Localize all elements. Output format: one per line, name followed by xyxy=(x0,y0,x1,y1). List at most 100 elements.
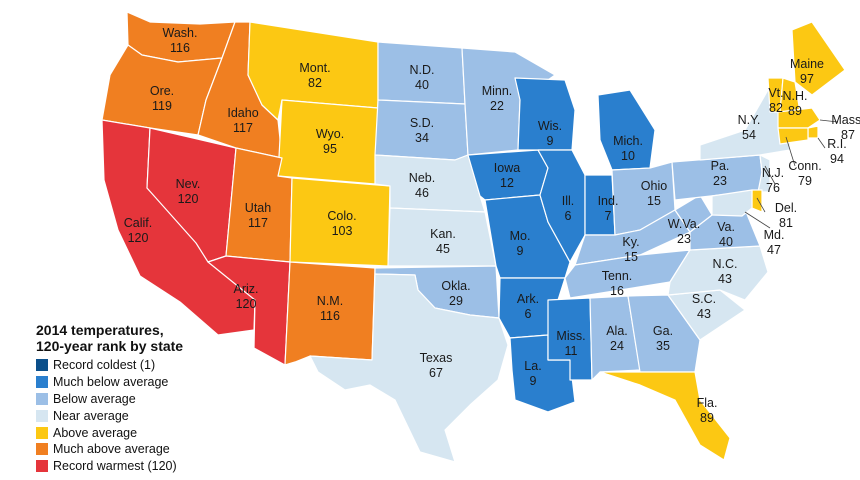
state-rank-md: 47 xyxy=(767,243,781,257)
state-rank-s-d: 34 xyxy=(415,131,429,145)
state-name-kan: Kan. xyxy=(430,227,456,241)
state-rank-minn: 22 xyxy=(490,99,504,113)
state-rank-la: 9 xyxy=(530,374,537,388)
state-label-md: Md. 47 xyxy=(764,228,785,257)
state-label-nev: Nev. 120 xyxy=(176,177,201,206)
state-label-s-d: S.D. 34 xyxy=(410,116,434,145)
state-name-iowa: Iowa xyxy=(494,161,520,175)
state-name-ind: Ind. xyxy=(598,194,619,208)
state-name-wash: Wash. xyxy=(163,26,198,40)
legend-items: Record coldest (1) Much below average Belo… xyxy=(36,357,256,475)
state-name-ill: Ill. xyxy=(562,194,575,208)
state-rank-n-h: 89 xyxy=(788,104,802,118)
state-rank-ore: 119 xyxy=(152,99,172,113)
state-label-n-m: N.M. 116 xyxy=(317,294,343,323)
state-name-w-va: W.Va. xyxy=(668,217,700,231)
state-rank-fla: 89 xyxy=(700,411,714,425)
state-name-n-j: N.J. xyxy=(762,166,784,180)
state-rank-nev: 120 xyxy=(178,192,199,206)
state-rank-pa: 23 xyxy=(713,174,727,188)
legend-item: Much below average xyxy=(36,374,256,391)
legend-label: Much below average xyxy=(53,375,169,390)
state-del xyxy=(751,189,763,213)
state-rank-mont: 82 xyxy=(308,76,322,90)
state-ill xyxy=(537,149,586,263)
state-label-ind: Ind. 7 xyxy=(598,194,619,223)
state-rank-s-c: 43 xyxy=(697,307,711,321)
legend-label: Above average xyxy=(53,425,138,440)
state-name-okla: Okla. xyxy=(441,279,470,293)
legend-title-line1: 2014 temperatures, xyxy=(36,322,164,338)
state-texas xyxy=(309,273,509,463)
state-ga xyxy=(627,294,701,373)
state-label-ore: Ore. 119 xyxy=(150,84,174,113)
state-label-ohio: Ohio 15 xyxy=(641,179,667,208)
state-rank-mich: 10 xyxy=(621,149,635,163)
state-label-kan: Kan. 45 xyxy=(430,227,456,256)
state-label-wyo: Wyo. 95 xyxy=(316,127,344,156)
state-label-neb: Neb. 46 xyxy=(409,171,435,200)
state-name-r-i: R.I. xyxy=(827,137,846,151)
legend-title-line2: 120-year rank by state xyxy=(36,338,184,354)
state-label-n-c: N.C. 43 xyxy=(713,257,738,286)
state-rank-mo: 9 xyxy=(517,244,524,258)
state-name-idaho: Idaho xyxy=(227,106,258,120)
state-label-ala: Ala. 24 xyxy=(606,324,628,353)
state-name-maine: Maine xyxy=(790,57,824,71)
state-label-n-y: N.Y. 54 xyxy=(738,113,761,142)
state-label-ariz: Ariz. 120 xyxy=(234,282,259,311)
state-rank-maine: 97 xyxy=(800,72,814,86)
legend-item: Near average xyxy=(36,407,256,424)
state-rank-vt: 82 xyxy=(769,101,783,115)
state-rank-n-c: 43 xyxy=(718,272,732,286)
state-rank-w-va: 23 xyxy=(677,232,691,246)
legend-item: Above average xyxy=(36,424,256,441)
legend-item: Much above average xyxy=(36,441,256,458)
state-name-ariz: Ariz. xyxy=(234,282,259,296)
state-rank-r-i: 94 xyxy=(830,152,844,166)
state-name-va: Va. xyxy=(717,220,735,234)
state-label-n-j: N.J. 76 xyxy=(762,166,784,195)
state-rank-n-y: 54 xyxy=(742,128,756,142)
state-name-n-d: N.D. xyxy=(410,63,435,77)
state-name-n-h: N.H. xyxy=(783,89,808,103)
state-name-mo: Mo. xyxy=(510,229,531,243)
state-md xyxy=(711,189,753,217)
state-label-iowa: Iowa 12 xyxy=(494,161,520,190)
state-label-maine: Maine 97 xyxy=(790,57,824,86)
state-s-d xyxy=(374,99,469,161)
state-label-tenn: Tenn. 16 xyxy=(602,269,633,298)
state-name-neb: Neb. xyxy=(409,171,435,185)
state-rank-ohio: 15 xyxy=(647,194,661,208)
state-fla xyxy=(599,371,731,461)
state-label-wis: Wis. 9 xyxy=(538,119,562,148)
state-rank-ill: 6 xyxy=(565,209,572,223)
state-rank-n-j: 76 xyxy=(766,181,780,195)
legend-swatch xyxy=(36,460,48,473)
state-name-miss: Miss. xyxy=(556,329,585,343)
state-rank-colo: 103 xyxy=(332,224,353,238)
state-label-miss: Miss. 11 xyxy=(556,329,585,358)
state-label-ky: Ky. 15 xyxy=(622,235,639,264)
state-label-calif: Calif. 120 xyxy=(124,216,152,245)
state-name-la: La. xyxy=(524,359,541,373)
legend-title: 2014 temperatures, 120-year rank by stat… xyxy=(36,322,256,354)
state-name-del: Del. xyxy=(775,201,797,215)
state-conn xyxy=(777,127,809,145)
state-rank-del: 81 xyxy=(779,216,793,230)
legend-item: Below average xyxy=(36,391,256,408)
state-name-utah: Utah xyxy=(245,201,271,215)
map-legend: 2014 temperatures, 120-year rank by stat… xyxy=(36,322,256,475)
state-label-s-c: S.C. 43 xyxy=(692,292,716,321)
legend-swatch xyxy=(36,359,48,372)
state-name-conn: Conn. xyxy=(788,159,821,173)
state-rank-wyo: 95 xyxy=(323,142,337,156)
md-leader-line xyxy=(744,211,771,229)
state-name-ga: Ga. xyxy=(653,324,673,338)
state-rank-iowa: 12 xyxy=(500,176,514,190)
state-rank-neb: 46 xyxy=(415,186,429,200)
state-name-ala: Ala. xyxy=(606,324,628,338)
legend-item: Record coldest (1) xyxy=(36,357,256,374)
state-rank-texas: 67 xyxy=(429,366,443,380)
